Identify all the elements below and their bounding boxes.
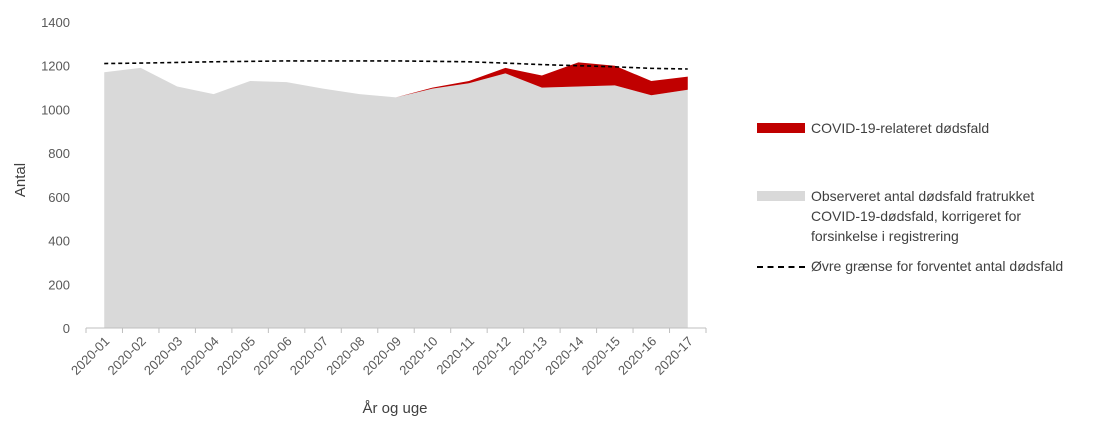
x-axis-title: År og uge (362, 400, 427, 417)
plot-area (104, 60, 688, 329)
x-tick-label: 2020-16 (615, 334, 659, 378)
x-tick-label: 2020-15 (579, 334, 623, 378)
x-tick-label: 2020-12 (469, 334, 513, 378)
x-tick-label: 2020-04 (177, 334, 221, 378)
y-tick-label: 600 (48, 190, 70, 205)
y-tick-label: 400 (48, 234, 70, 249)
area-covid-deaths (396, 62, 688, 98)
legend-swatch-observed (757, 191, 805, 201)
x-tick-label: 2020-02 (104, 334, 148, 378)
area-observed-deaths (104, 67, 688, 329)
legend-label-covid: COVID-19-relateret dødsfald (811, 120, 990, 136)
y-tick-label: 1200 (41, 59, 70, 74)
y-tick-label: 1000 (41, 102, 70, 117)
x-tick-label: 2020-07 (287, 334, 331, 378)
x-tick-label: 2020-08 (323, 334, 367, 378)
y-axis: 0 200 400 600 800 1000 1200 1400 (41, 15, 70, 336)
x-tick-label: 2020-05 (214, 334, 258, 378)
x-tick-label: 2020-10 (396, 334, 440, 378)
legend-label-upper: Øvre grænse for forventet antal dødsfald (811, 258, 1064, 274)
y-tick-label: 800 (48, 146, 70, 161)
x-tick-label: 2020-13 (506, 334, 550, 378)
legend-item-covid: COVID-19-relateret dødsfald (757, 118, 1081, 138)
y-tick-label: 1400 (41, 15, 70, 30)
x-tick-label: 2020-01 (68, 334, 112, 378)
x-tick-label: 2020-06 (250, 334, 294, 378)
x-tick-label: 2020-09 (360, 334, 404, 378)
y-tick-label: 200 (48, 277, 70, 292)
y-tick-label: 0 (63, 321, 70, 336)
line-upper-bound (104, 60, 688, 70)
legend-item-upper: Øvre grænse for forventet antal dødsfald (757, 256, 1081, 276)
legend-swatch-upper (757, 266, 805, 268)
x-tick-label: 2020-03 (141, 334, 185, 378)
x-tick-label: 2020-14 (542, 334, 586, 378)
x-axis: 2020-012020-022020-032020-042020-052020-… (68, 327, 707, 378)
x-tick-label: 2020-11 (433, 334, 477, 378)
legend-swatch-covid (757, 123, 805, 133)
x-tick-label: 2020-17 (652, 334, 696, 378)
y-axis-title: Antal (12, 163, 29, 197)
legend-label-observed: Observeret antal dødsfald fratrukket COV… (811, 188, 1035, 244)
legend-item-observed: Observeret antal dødsfald fratrukket COV… (757, 186, 1081, 246)
